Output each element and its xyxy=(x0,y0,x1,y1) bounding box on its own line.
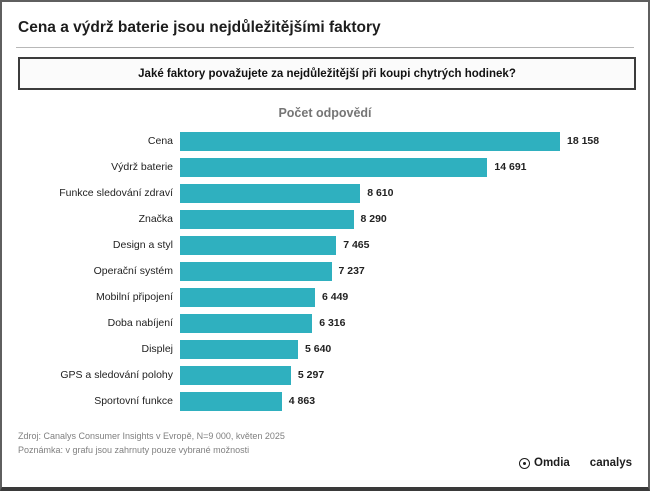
bar-label: Cena xyxy=(147,135,173,147)
canalys-wordmark: canalys xyxy=(589,457,632,469)
bar-label: Doba nabíjení xyxy=(107,317,173,329)
bar-label: Funkce sledování zdraví xyxy=(59,187,173,199)
bar-value: 8 610 xyxy=(367,187,394,199)
bar xyxy=(180,261,332,281)
bar-row: Cena 18 158 xyxy=(18,128,632,154)
bar-label: Mobilní připojení xyxy=(95,291,173,303)
bar-row: Doba nabíjení 6 316 xyxy=(18,310,632,336)
bar-value: 7 465 xyxy=(343,239,370,251)
bar-label: GPS a sledování polohy xyxy=(60,369,173,381)
bar-rows: Cena 18 158 Výdrž baterie 14 691 Funkce … xyxy=(18,128,632,414)
bar-row: Displej 5 640 xyxy=(18,336,632,362)
bar-row: Sportovní funkce 4 863 xyxy=(18,388,632,414)
bar-label: Displej xyxy=(141,343,173,355)
bar xyxy=(180,313,313,333)
source-note: Zdroj: Canalys Consumer Insights v Evrop… xyxy=(18,431,285,441)
bar xyxy=(180,157,488,177)
bar-row: GPS a sledování polohy 5 297 xyxy=(18,362,632,388)
bar-value: 6 449 xyxy=(322,291,349,303)
brand-logos: Omdia canalys xyxy=(519,457,632,469)
bar xyxy=(180,339,298,359)
bar-label: Design a styl xyxy=(112,239,173,251)
bar-row: Mobilní připojení 6 449 xyxy=(18,284,632,310)
canalys-logo: canalys xyxy=(590,457,632,469)
bar-value: 18 158 xyxy=(567,135,600,147)
bar-value: 5 640 xyxy=(305,343,332,355)
bar-value: 14 691 xyxy=(494,161,527,173)
bar-row: Značka 8 290 xyxy=(18,206,632,232)
omdia-logo: Omdia xyxy=(519,457,570,469)
bar-label: Operační systém xyxy=(93,265,173,277)
omdia-wordmark: Omdia xyxy=(534,457,570,469)
title-divider xyxy=(16,47,634,48)
bar xyxy=(180,183,361,203)
bar-value: 8 290 xyxy=(360,213,387,225)
bar xyxy=(180,235,337,255)
page-title: Cena a výdrž baterie jsou nejdůležitější… xyxy=(18,19,381,36)
footer-notes: Zdroj: Canalys Consumer Insights v Evrop… xyxy=(18,430,285,457)
bar-value: 4 863 xyxy=(288,395,316,407)
bar xyxy=(180,209,354,229)
bar-label: Sportovní funkce xyxy=(94,395,173,407)
bar-row: Funkce sledování zdraví 8 610 xyxy=(18,180,632,206)
bar-value: 5 297 xyxy=(297,369,325,381)
bar xyxy=(180,391,282,411)
question-text: Jaké faktory považujete za nejdůležitějš… xyxy=(138,67,516,80)
bar-label: Značka xyxy=(138,213,173,225)
bar xyxy=(180,131,560,151)
bar xyxy=(180,287,315,307)
bar-value: 6 316 xyxy=(319,317,346,329)
bar-row: Design a styl 7 465 xyxy=(18,232,632,258)
chart-title: Počet odpovědí xyxy=(278,106,372,120)
bar xyxy=(180,365,291,385)
disclaimer-note: Poznámka: v grafu jsou zahrnuty pouze vy… xyxy=(18,444,250,455)
bar-label: Výdrž baterie xyxy=(111,161,173,173)
omdia-circle-icon xyxy=(519,457,530,469)
bar-row: Operační systém 7 237 xyxy=(18,258,632,284)
bar-row: Výdrž baterie 14 691 xyxy=(18,154,632,180)
question-box: Jaké faktory považujete za nejdůležitějš… xyxy=(18,57,636,90)
bar-value: 7 237 xyxy=(338,265,365,277)
